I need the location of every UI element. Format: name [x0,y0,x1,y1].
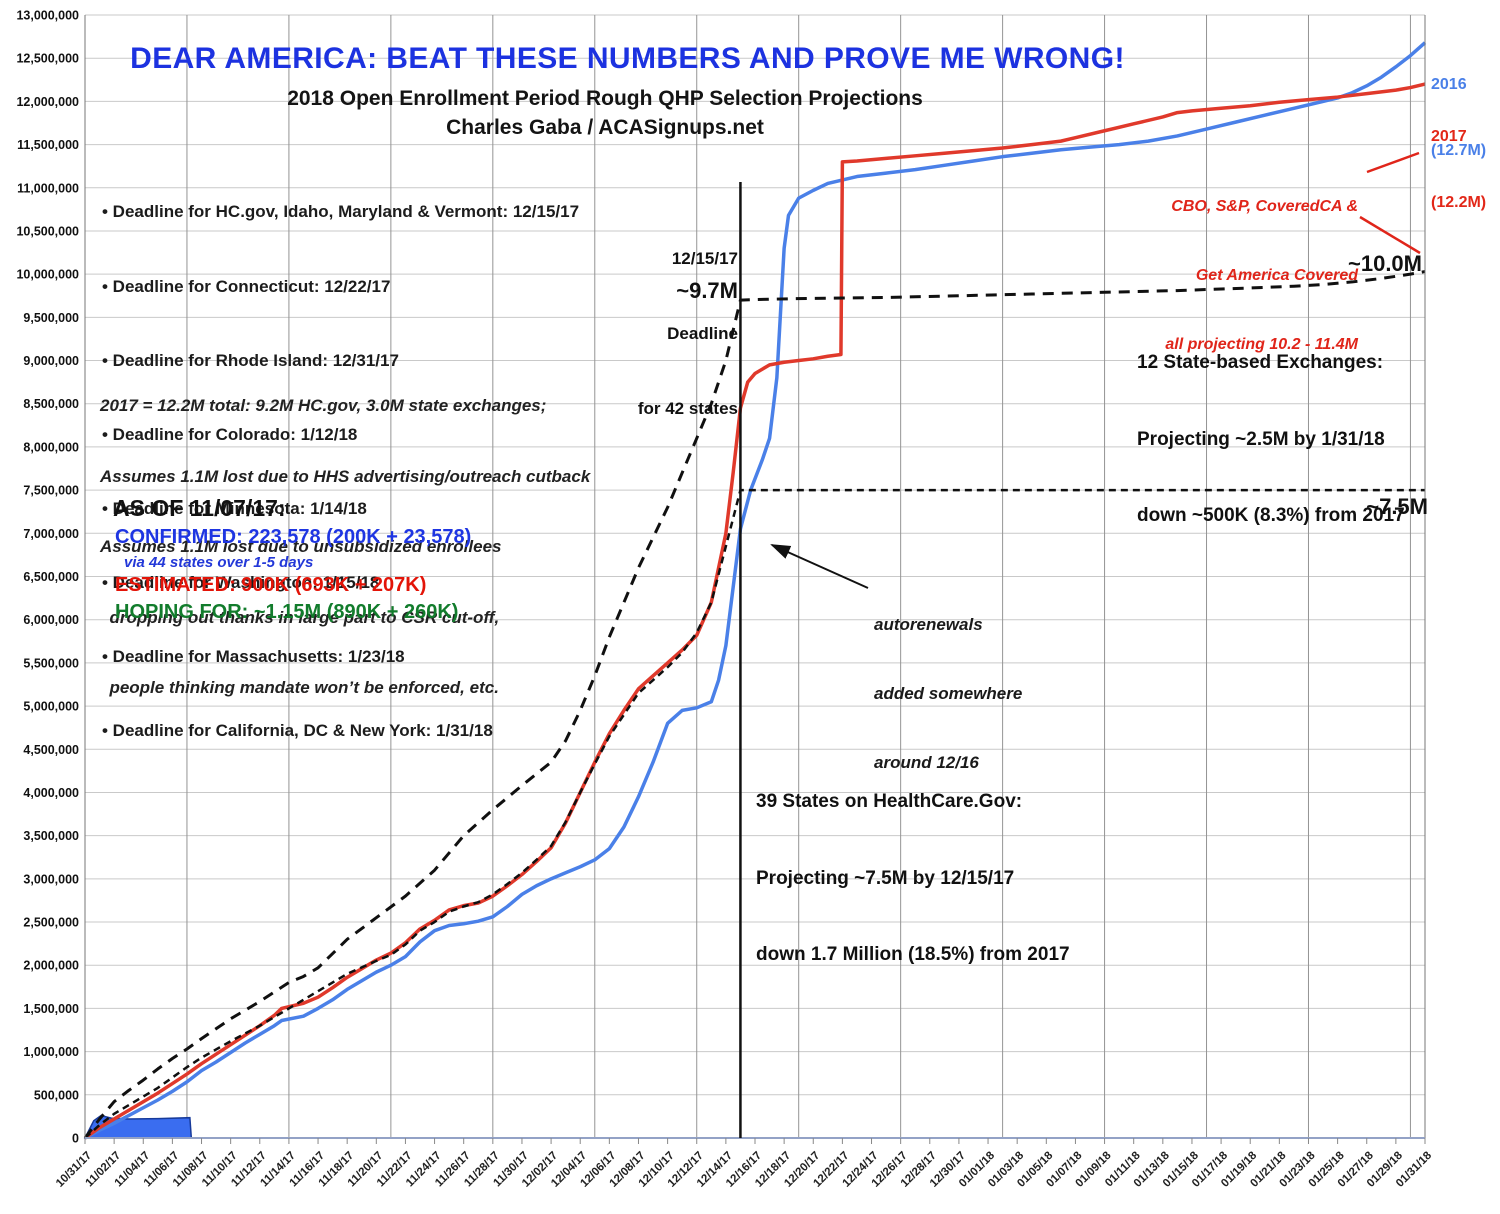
deadline-item: • Deadline for Connecticut: 12/22/17 [102,276,391,296]
y-tick-label: 9,000,000 [23,354,79,368]
chart-title: DEAR AMERICA: BEAT THESE NUMBERS AND PRO… [130,42,1125,75]
assumptions-note: 2017 = 12.2M total: 9.2M HC.gov, 3.0M st… [100,347,590,747]
y-tick-label: 5,000,000 [23,700,79,714]
assumption-line: dropping out thanks in large part to CSR… [100,607,500,627]
deadline-42-states-label: 12/15/17 Deadline for 42 states [637,249,738,418]
y-tick-label: 11,000,000 [17,181,79,195]
data-series [83,41,1427,1140]
annotation-lines [739,151,1421,1138]
red-pointer-line [1366,151,1420,174]
assumption-line: 2017 = 12.2M total: 9.2M HC.gov, 3.0M st… [100,396,547,415]
y-tick-label: 500,000 [34,1088,79,1102]
confirmed-value: CONFIRMED: 223,578 (200K + 23,578) [115,526,472,548]
deadline-item: • Deadline for Minnesota: 1/14/18 [102,498,367,518]
series-projection-total-dashed [83,270,1426,1139]
y-tick-label: 6,500,000 [23,570,79,584]
y-tick-label: 3,000,000 [23,872,79,886]
series-label-2016: 2016 (12.7M) [1431,76,1487,159]
autorenewals-arrow [770,544,869,589]
confirmed-source-note: via 44 states over 1-5 days [124,554,314,571]
projection-10m-label: ~10.0M [1348,251,1422,276]
y-tick-label: 2,500,000 [23,916,79,930]
y-tick-label: 7,500,000 [23,484,79,498]
deadline-list: • Deadline for HC.gov, Idaho, Maryland &… [102,151,579,793]
y-axis-labels: 13,000,000 12,500,000 12,000,000 11,500,000… [16,9,79,1146]
series-projection-hcgov-dashed [84,488,1425,1139]
deadline-item: • Deadline for Washington: 1/15/18 [102,572,380,592]
assumption-line: Assumes 1.1M lost due to HHS advertising… [100,466,591,486]
axes [84,15,1426,1144]
y-tick-label: 5,500,000 [23,656,79,670]
chart-subtitle: 2018 Open Enrollment Period Rough QHP Se… [287,87,923,110]
series-2016-actual [84,41,1427,1140]
y-tick-label: 10,000,000 [16,268,79,282]
y-tick-label: 11,500,000 [17,138,79,152]
assumption-line: Assumes 1.1M lost due to unsubsidized en… [100,537,502,556]
y-tick-label: 4,000,000 [23,786,79,800]
y-tick-label: 0 [72,1132,79,1146]
y-tick-label: 6,000,000 [23,613,79,627]
deadline-item: • Deadline for Rhode Island: 12/31/17 [102,350,399,370]
projection-7-5m-label: ~7.5M [1366,494,1428,519]
y-tick-label: 4,500,000 [23,743,79,757]
y-tick-label: 7,000,000 [23,527,79,541]
hoping-value: HOPING FOR: ~1.15M (890K + 260K) [115,601,459,623]
y-tick-label: 1,000,000 [23,1045,79,1059]
y-tick-label: 3,500,000 [23,829,79,843]
y-tick-label: 12,500,000 [16,52,79,66]
deadline-item: • Deadline for HC.gov, Idaho, Maryland &… [102,202,580,222]
as-of-heading: AS OF 11/07/17: [113,495,286,521]
y-tick-label: 2,000,000 [23,959,79,973]
deadline-item: • Deadline for Colorado: 1/12/18 [102,424,358,444]
cbo-projection-note: CBO, S&P, CoveredCA & Get America Covere… [1165,198,1358,353]
series-2017-actual [83,82,1426,1140]
y-tick-label: 1,500,000 [23,1002,79,1016]
y-tick-label: 8,000,000 [23,440,79,454]
y-tick-label: 12,000,000 [16,95,79,109]
y-tick-label: 8,500,000 [23,397,79,411]
assumption-line: people thinking mandate won’t be enforce… [100,678,499,697]
gridlines [85,14,1425,1138]
x-axis-labels: 10/31/1711/02/1711/04/1711/06/1711/08/17… [54,1149,1435,1190]
state-exchanges-note: 12 State-based Exchanges: Projecting ~2.… [1137,352,1405,526]
y-tick-label: 13,000,000 [16,9,79,23]
red-pointer-line [1359,215,1421,255]
y-tick-label: 9,500,000 [23,311,79,325]
deadline-item: • Deadline for California, DC & New York… [102,721,493,741]
y-tick-label: 10,500,000 [16,224,79,238]
chart-byline: Charles Gaba / ACASignups.net [446,116,764,139]
estimated-value: ESTIMATED: 900K (693K + 207K) [115,574,427,596]
deadline-item: • Deadline for Massachusetts: 1/23/18 [102,647,405,667]
series-label-2017: 2017 (12.2M) [1431,128,1487,211]
healthcare-gov-note: 39 States on HealthCare.Gov: Projecting … [756,791,1070,965]
projection-9-7m-label: ~9.7M [676,278,738,303]
autorenewals-note: autorenewals added somewhere around 12/1… [874,615,1023,772]
